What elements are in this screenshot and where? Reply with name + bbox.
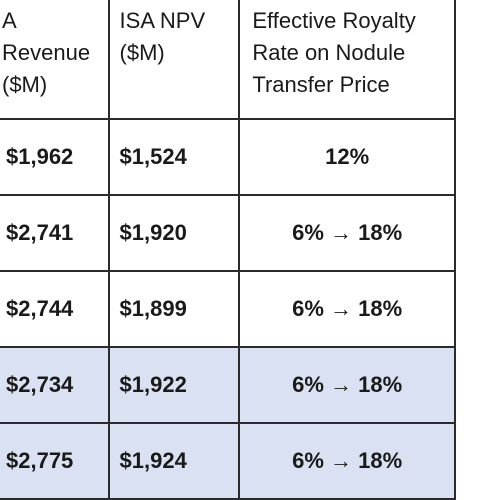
royalty-cell: 6% → 18% xyxy=(238,346,456,424)
npv-cell: $1,920 xyxy=(107,194,241,272)
revenue-cell: $1,962 xyxy=(0,118,110,196)
header-royalty-label: Effective Royalty Rate on Nodule Transfe… xyxy=(252,8,416,97)
royalty-cell: 6% → 18% xyxy=(238,422,456,500)
npv-cell: $1,899 xyxy=(107,270,241,348)
table-row: $2,744 $1,899 6% → 18% xyxy=(0,270,456,348)
npv-cell: $1,524 xyxy=(107,118,241,196)
table-row: $2,741 $1,920 6% → 18% xyxy=(0,194,456,272)
header-revenue: A Revenue ($M) xyxy=(0,0,110,120)
royalty-cell: 6% → 18% xyxy=(238,194,456,272)
revenue-cell: $2,775 xyxy=(0,422,110,500)
royalty-cell: 6% → 18% xyxy=(238,270,456,348)
header-npv: ISA NPV ($M) xyxy=(107,0,241,120)
table-row: $2,775 $1,924 6% → 18% xyxy=(0,422,456,500)
table-row: $2,734 $1,922 6% → 18% xyxy=(0,346,456,424)
npv-cell: $1,924 xyxy=(107,422,241,500)
royalty-cell: 12% xyxy=(238,118,456,196)
header-npv-label: ISA NPV ($M) xyxy=(119,8,206,65)
header-row: A Revenue ($M) ISA NPV ($M) Effective Ro… xyxy=(0,0,456,120)
npv-cell: $1,922 xyxy=(107,346,241,424)
revenue-cell: $2,741 xyxy=(0,194,110,272)
header-royalty: Effective Royalty Rate on Nodule Transfe… xyxy=(238,0,456,120)
revenue-cell: $2,734 xyxy=(0,346,110,424)
header-revenue-label: A Revenue ($M) xyxy=(2,8,91,97)
revenue-cell: $2,744 xyxy=(0,270,110,348)
royalty-table: A Revenue ($M) ISA NPV ($M) Effective Ro… xyxy=(0,0,456,500)
table-row: $1,962 $1,524 12% xyxy=(0,118,456,196)
